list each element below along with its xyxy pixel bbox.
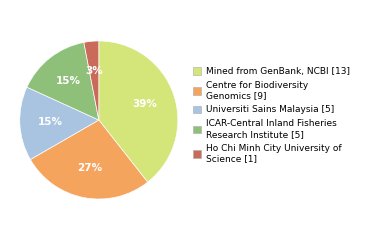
Wedge shape: [30, 120, 148, 199]
Text: 27%: 27%: [77, 163, 102, 173]
Text: 15%: 15%: [56, 77, 81, 86]
Wedge shape: [84, 41, 99, 120]
Text: 15%: 15%: [37, 117, 62, 127]
Text: 3%: 3%: [85, 66, 103, 76]
Text: 39%: 39%: [133, 99, 158, 109]
Legend: Mined from GenBank, NCBI [13], Centre for Biodiversity
Genomics [9], Universiti : Mined from GenBank, NCBI [13], Centre fo…: [193, 67, 350, 163]
Wedge shape: [27, 42, 99, 120]
Wedge shape: [20, 87, 99, 160]
Wedge shape: [99, 41, 178, 182]
